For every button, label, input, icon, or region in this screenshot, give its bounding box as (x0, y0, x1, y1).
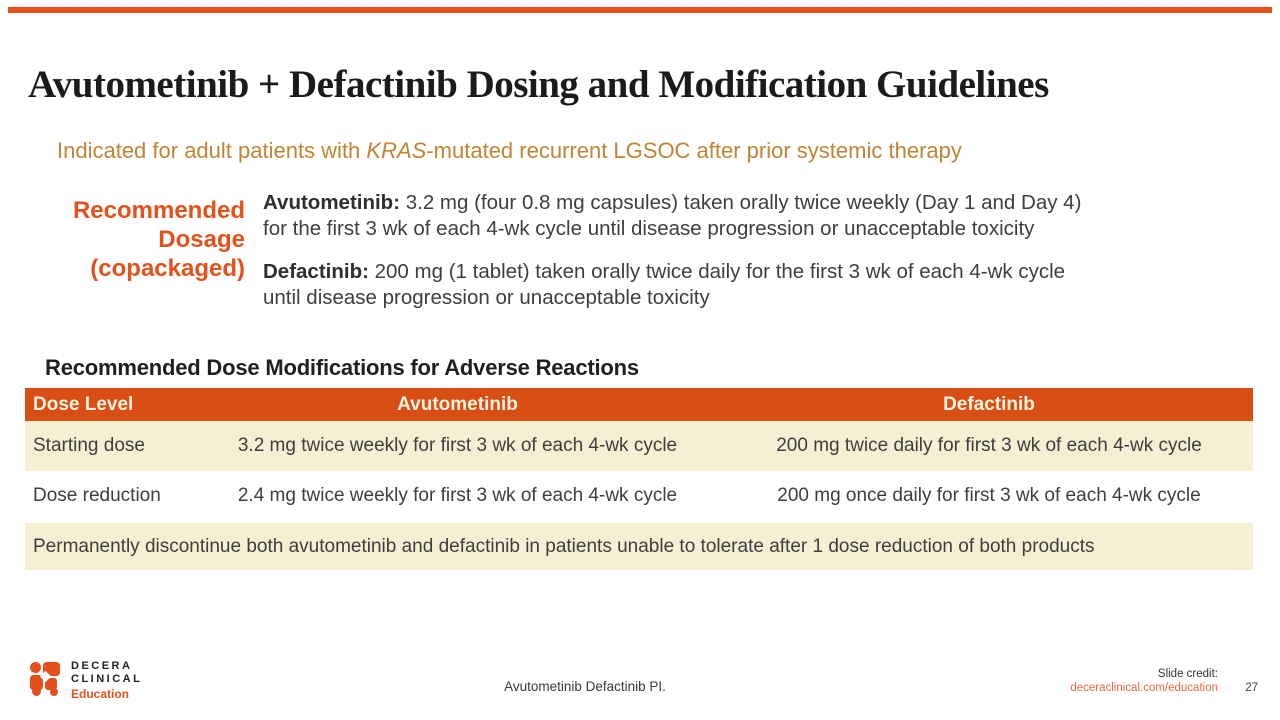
table-discontinue-row: Permanently discontinue both avutometini… (25, 523, 1253, 570)
page-title: Avutometinib + Defactinib Dosing and Mod… (28, 63, 1049, 106)
subtitle-post: -mutated recurrent LGSOC after prior sys… (426, 138, 962, 163)
defactinib-dosage-paragraph: Defactinib: 200 mg (1 tablet) taken oral… (263, 259, 1091, 311)
top-accent-bar (8, 7, 1272, 13)
cell-level: Starting dose (33, 435, 145, 456)
cell-avutometinib: 3.2 mg twice weekly for first 3 wk of ea… (237, 435, 678, 456)
cell-defactinib: 200 mg once daily for first 3 wk of each… (777, 485, 1201, 506)
page-number: 27 (1245, 682, 1258, 694)
dosage-label-line2: Dosage (158, 226, 245, 253)
decera-logo-icon (30, 662, 60, 696)
column-header-avutometinib: Avutometinib (397, 393, 518, 415)
dosage-label-line3: (copackaged) (90, 255, 245, 282)
avutometinib-dosage-text: 3.2 mg (four 0.8 mg capsules) taken oral… (263, 191, 1082, 240)
logo-line-clinical: CLINICAL (71, 673, 143, 685)
dose-modification-table: Dose Level Avutometinib Defactinib Start… (25, 388, 1253, 570)
defactinib-drug-name: Defactinib: (263, 260, 369, 283)
indication-subtitle: Indicated for adult patients with KRAS-m… (57, 138, 1217, 164)
decera-logo-text: DECERA CLINICAL Education (71, 659, 142, 701)
decera-logo: DECERA CLINICAL Education (30, 659, 142, 701)
dosage-description: Avutometinib: 3.2 mg (four 0.8 mg capsul… (263, 190, 1091, 328)
slide-credit-label: Slide credit: (1157, 668, 1218, 680)
column-header-defactinib: Defactinib (943, 393, 1035, 415)
logo-line-decera: DECERA (71, 660, 133, 672)
column-header-dose-level: Dose Level (33, 393, 134, 415)
cell-level: Dose reduction (33, 485, 161, 506)
subtitle-pre: Indicated for adult patients with (57, 138, 367, 163)
subtitle-kras-italic: KRAS (366, 138, 427, 163)
slide-credit-block: Slide credit: deceraclinical.com/educati… (918, 667, 1218, 695)
defactinib-dosage-text: 200 mg (1 tablet) taken orally twice dai… (263, 260, 1066, 309)
recommended-dosage-label: Recommended Dosage (copackaged) (40, 196, 245, 283)
table-row-starting-dose: Starting dose 3.2 mg twice weekly for fi… (25, 421, 1253, 471)
avutometinib-dosage-paragraph: Avutometinib: 3.2 mg (four 0.8 mg capsul… (263, 190, 1091, 242)
table-row-dose-reduction: Dose reduction 2.4 mg twice weekly for f… (25, 471, 1253, 521)
slide-credit-link[interactable]: deceraclinical.com/education (1070, 682, 1218, 694)
table-heading: Recommended Dose Modifications for Adver… (45, 355, 639, 380)
logo-line-education: Education (71, 687, 130, 701)
dosage-label-line1: Recommended (72, 197, 245, 224)
avutometinib-drug-name: Avutometinib: (263, 191, 401, 214)
table-header-row: Dose Level Avutometinib Defactinib (25, 388, 1253, 421)
footer-reference-text: Avutometinib Defactinib PI. (504, 679, 666, 694)
cell-avutometinib: 2.4 mg twice weekly for first 3 wk of ea… (237, 485, 678, 506)
cell-defactinib: 200 mg twice daily for first 3 wk of eac… (776, 435, 1202, 456)
